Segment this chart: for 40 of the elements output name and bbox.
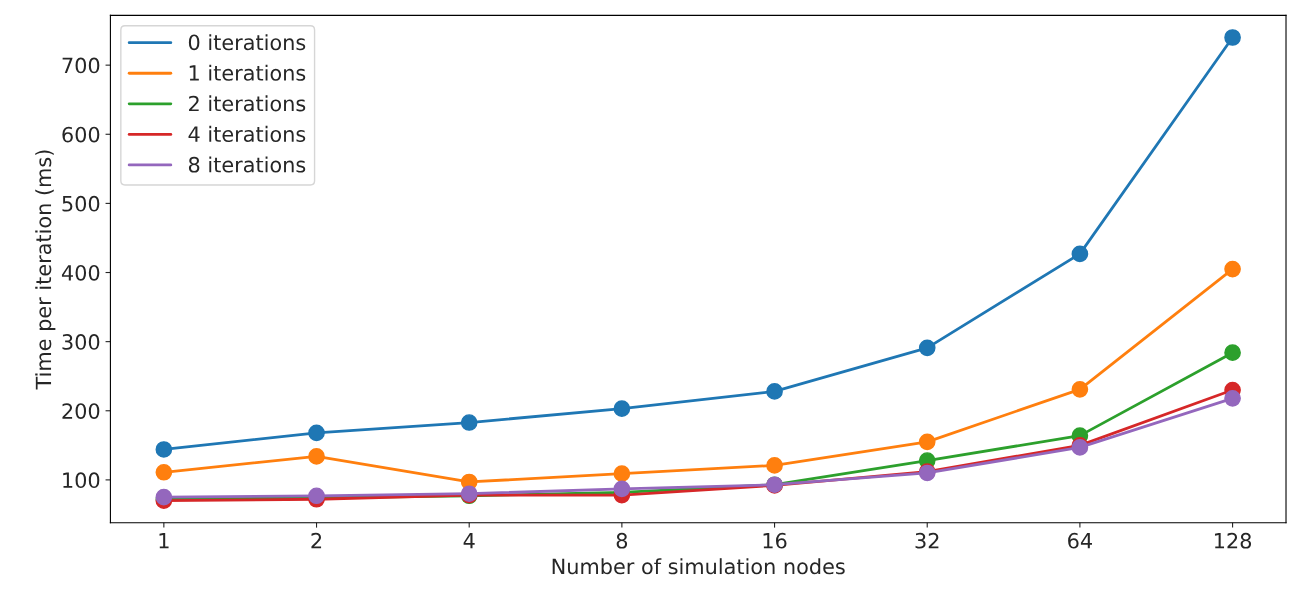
point bbox=[308, 424, 325, 442]
y-axis-title: Time per iteration (ms) bbox=[35, 150, 56, 390]
point bbox=[613, 400, 631, 418]
y-tick-label: 400 bbox=[61, 264, 100, 281]
x-tick-label: 16 bbox=[763, 532, 787, 549]
x-tick-label: 4 bbox=[463, 533, 475, 549]
point bbox=[308, 448, 325, 465]
x-tick-label: 2 bbox=[311, 532, 322, 549]
point bbox=[766, 457, 783, 474]
x-tick-label: 128 bbox=[1214, 532, 1252, 549]
legend-label: 4 iterations bbox=[188, 125, 306, 142]
point bbox=[1071, 245, 1089, 263]
y-tick-label: 200 bbox=[62, 403, 100, 419]
y-tick-label: 300 bbox=[62, 334, 100, 350]
point bbox=[460, 414, 478, 431]
y-tick-label: 700 bbox=[62, 57, 100, 74]
point bbox=[1071, 381, 1089, 398]
point bbox=[1224, 389, 1241, 407]
x-tick-label: 1 bbox=[159, 533, 169, 549]
point bbox=[918, 339, 936, 357]
y-tick-label: 600 bbox=[62, 126, 100, 143]
point bbox=[613, 480, 631, 498]
legend-label: 1 iterations bbox=[189, 64, 306, 81]
point bbox=[613, 465, 631, 483]
x-tick-label: 32 bbox=[915, 532, 939, 549]
point bbox=[1224, 344, 1241, 362]
point bbox=[1224, 29, 1241, 46]
legend-label: 2 iterations bbox=[189, 95, 306, 112]
point bbox=[918, 433, 936, 451]
y-tick-label: 500 bbox=[62, 195, 100, 212]
x-tick-label: 8 bbox=[616, 532, 628, 549]
point bbox=[155, 441, 173, 458]
x-axis-title: Number of simulation nodes bbox=[552, 558, 845, 575]
point bbox=[155, 463, 173, 481]
y-tick-label: 100 bbox=[63, 472, 100, 489]
x-tick-label: 64 bbox=[1068, 532, 1092, 549]
legend-label: 0 iterations bbox=[188, 34, 306, 51]
point bbox=[1224, 260, 1241, 278]
point bbox=[766, 383, 783, 400]
legend-label: 8 iterations bbox=[188, 156, 306, 173]
